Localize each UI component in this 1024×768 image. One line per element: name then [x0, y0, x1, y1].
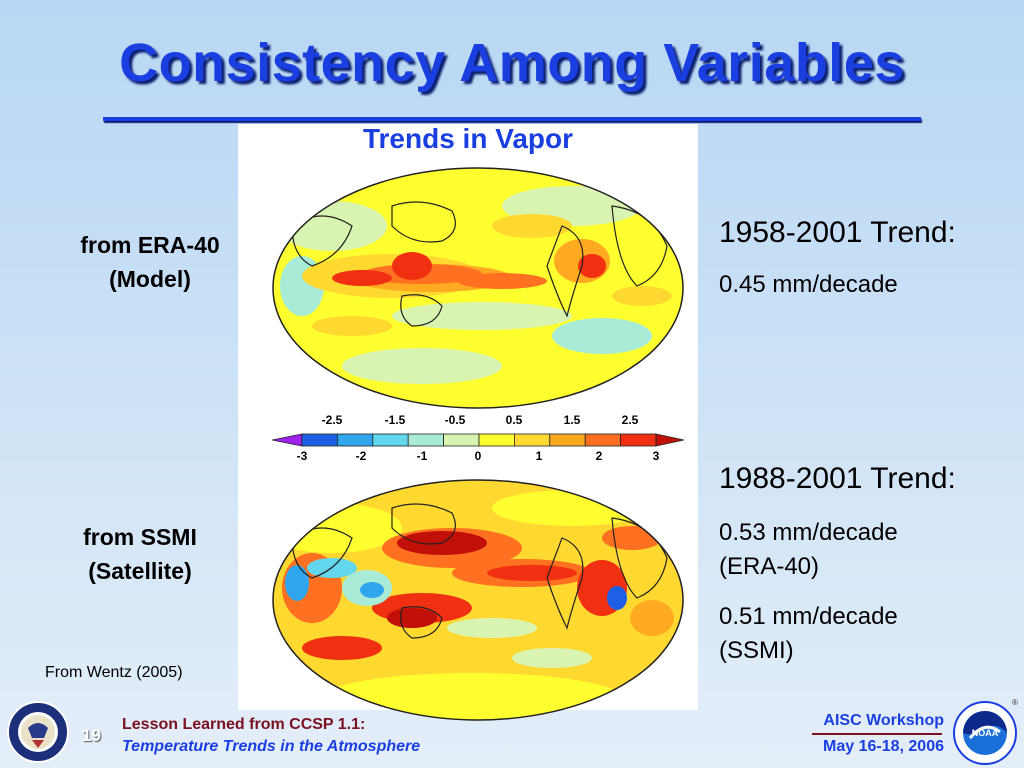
vapor-trend-figure: Trends in Vapor [238, 123, 698, 721]
ssmi-trend-map [272, 479, 684, 721]
colorbar-bottom-label: 1 [536, 449, 543, 463]
colorbar-bottom-label: 0 [475, 449, 482, 463]
footer-workshop-name: AISC Workshop [823, 712, 944, 729]
footer-divider [812, 733, 942, 735]
colorbar-bottom-label: -3 [297, 449, 308, 463]
colorbar-segments [272, 433, 684, 447]
colorbar-bottom-label: -2 [356, 449, 367, 463]
colorbar-bottom-label: 3 [653, 449, 660, 463]
colorbar-segment [513, 433, 551, 447]
colorbar-segment [478, 433, 515, 447]
title-underline [103, 117, 921, 121]
era40-trend-map [272, 167, 684, 409]
registered-mark: ® [1012, 698, 1018, 707]
era40-label-line2: (Model) [109, 266, 191, 292]
colorbar-top-label: -2.5 [322, 414, 343, 427]
department-of-commerce-seal-icon [7, 701, 69, 763]
figure-subtitle: Trends in Vapor [362, 123, 574, 154]
trend2-value-ssmi: 0.51 mm/decade [719, 603, 898, 630]
noaa-logo-icon: NOAA [953, 701, 1017, 765]
footer-lesson: Lesson Learned from CCSP 1.1: Temperatur… [122, 714, 420, 758]
footer-workshop-date: May 16-18, 2006 [823, 738, 944, 755]
ssmi-label: from SSMI (Satellite) [40, 520, 240, 588]
colorbar-segment [337, 433, 374, 447]
colorbar-segment [584, 433, 622, 447]
colorbar: -2.5 -1.5 -0.5 0.5 1.5 2.5 -3 -2 -1 0 1 … [272, 414, 684, 463]
noaa-logo-text: NOAA [972, 728, 999, 738]
colorbar-segment [372, 433, 409, 447]
footer-lesson-line2: Temperature Trends in the Atmosphere [122, 738, 421, 755]
trend1-heading: 1958-2001 Trend: [719, 216, 956, 249]
trend2-source-era40: (ERA-40) [719, 553, 820, 580]
trend2-value-era40: 0.53 mm/decade [719, 519, 898, 546]
trend2-heading: 1988-2001 Trend: [719, 462, 956, 495]
slide-title: Consistency Among Variables [119, 33, 905, 93]
colorbar-arrow-left [272, 433, 303, 447]
era40-label: from ERA-40 (Model) [50, 228, 250, 296]
era40-label-line1: from ERA-40 [80, 232, 220, 258]
colorbar-segment [620, 433, 657, 447]
colorbar-segment [301, 433, 338, 447]
trend2-source-ssmi: (SSMI) [719, 637, 794, 664]
colorbar-bottom-label: -1 [417, 449, 428, 463]
page-number: 19 [82, 726, 101, 745]
colorbar-bottom-label: 2 [596, 449, 603, 463]
colorbar-top-label: 0.5 [506, 414, 523, 427]
figure-credit: From Wentz (2005) [45, 664, 183, 681]
colorbar-segment [549, 433, 586, 447]
ssmi-label-line2: (Satellite) [88, 558, 192, 584]
trend1-value: 0.45 mm/decade [719, 271, 898, 298]
colorbar-segment [443, 433, 480, 447]
colorbar-top-label: -1.5 [385, 414, 406, 427]
colorbar-top-label: 1.5 [564, 414, 581, 427]
colorbar-arrow-right [655, 433, 684, 447]
footer-workshop: AISC Workshop May 16-18, 2006 [823, 710, 944, 758]
colorbar-top-label: -0.5 [445, 414, 466, 427]
ssmi-label-line1: from SSMI [83, 524, 197, 550]
footer-lesson-line1: Lesson Learned from CCSP 1.1: [122, 716, 366, 733]
colorbar-top-label: 2.5 [622, 414, 639, 427]
colorbar-segment [407, 433, 444, 447]
